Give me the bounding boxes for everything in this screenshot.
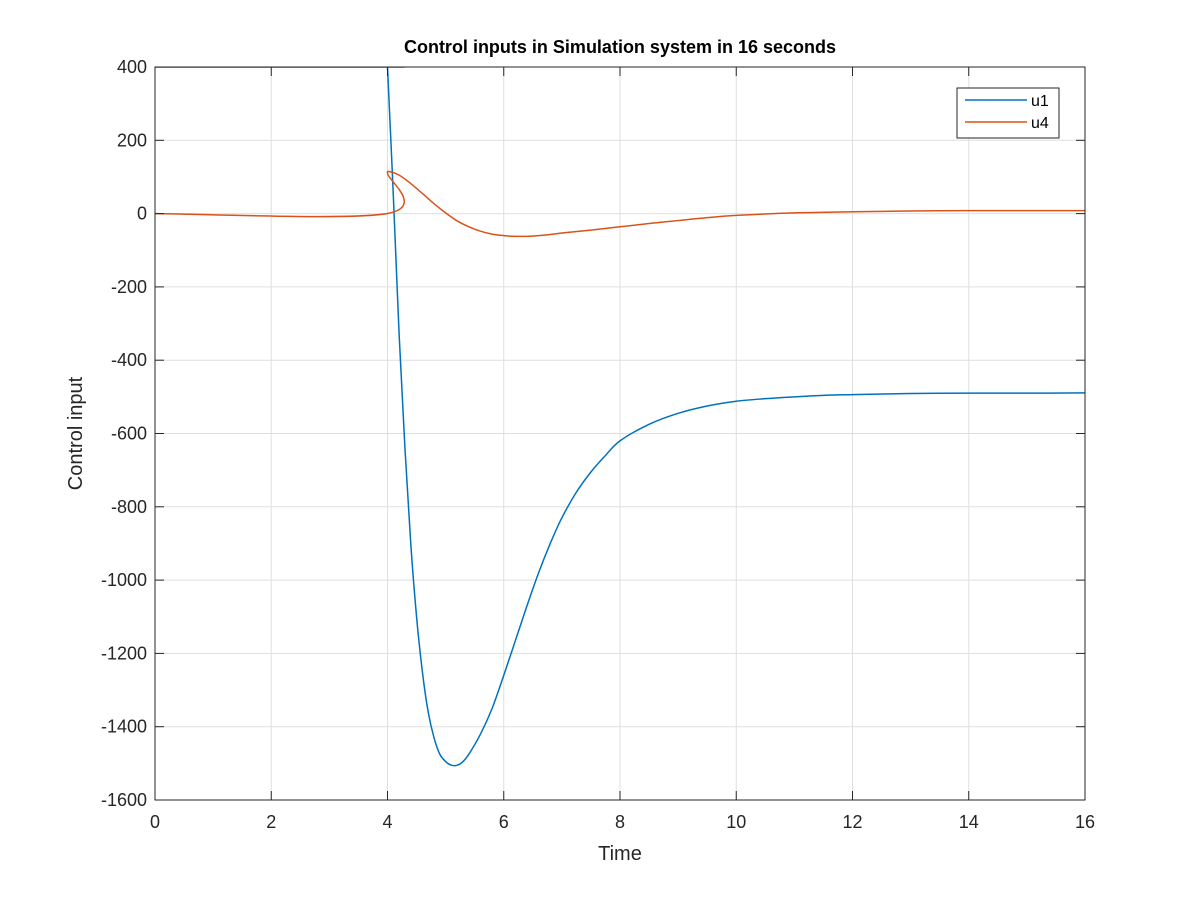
grid: [155, 67, 1085, 800]
x-tick-label: 4: [382, 812, 392, 832]
legend-label-u1: u1: [1031, 93, 1049, 110]
x-tick-label: 2: [266, 812, 276, 832]
y-tick-label: -800: [111, 497, 147, 517]
chart-title: Control inputs in Simulation system in 1…: [404, 37, 836, 57]
x-tick-label: 16: [1075, 812, 1095, 832]
y-tick-label: 0: [137, 204, 147, 224]
x-tick-label: 6: [499, 812, 509, 832]
x-tick-label: 12: [842, 812, 862, 832]
y-tick-label: -600: [111, 424, 147, 444]
x-tick-label: 8: [615, 812, 625, 832]
series-line-u1: [155, 67, 1085, 767]
legend-label-u4: u4: [1031, 115, 1049, 132]
x-tick-label: 0: [150, 812, 160, 832]
y-tick-label: -200: [111, 277, 147, 297]
y-tick-label: -1600: [101, 790, 147, 810]
series-group: [155, 67, 1085, 767]
x-axis-label: Time: [598, 843, 642, 865]
y-tick-label: 200: [117, 130, 147, 150]
y-tick-label: -1000: [101, 570, 147, 590]
y-tick-label: 400: [117, 57, 147, 77]
y-tick-label: -1400: [101, 717, 147, 737]
y-tick-label: -400: [111, 350, 147, 370]
axis-ticks: 0 2 4 6 8 10 12 14 16 400 200 0 -200 -400 -600 -800 -100…: [101, 57, 1095, 832]
series-line-u4: [155, 170, 1085, 238]
x-tick-label: 10: [726, 812, 746, 832]
y-axis-label: Control input: [65, 376, 87, 490]
x-tick-label: 14: [959, 812, 979, 832]
y-tick-label: -1200: [101, 643, 147, 663]
legend-box: [956, 87, 1060, 139]
